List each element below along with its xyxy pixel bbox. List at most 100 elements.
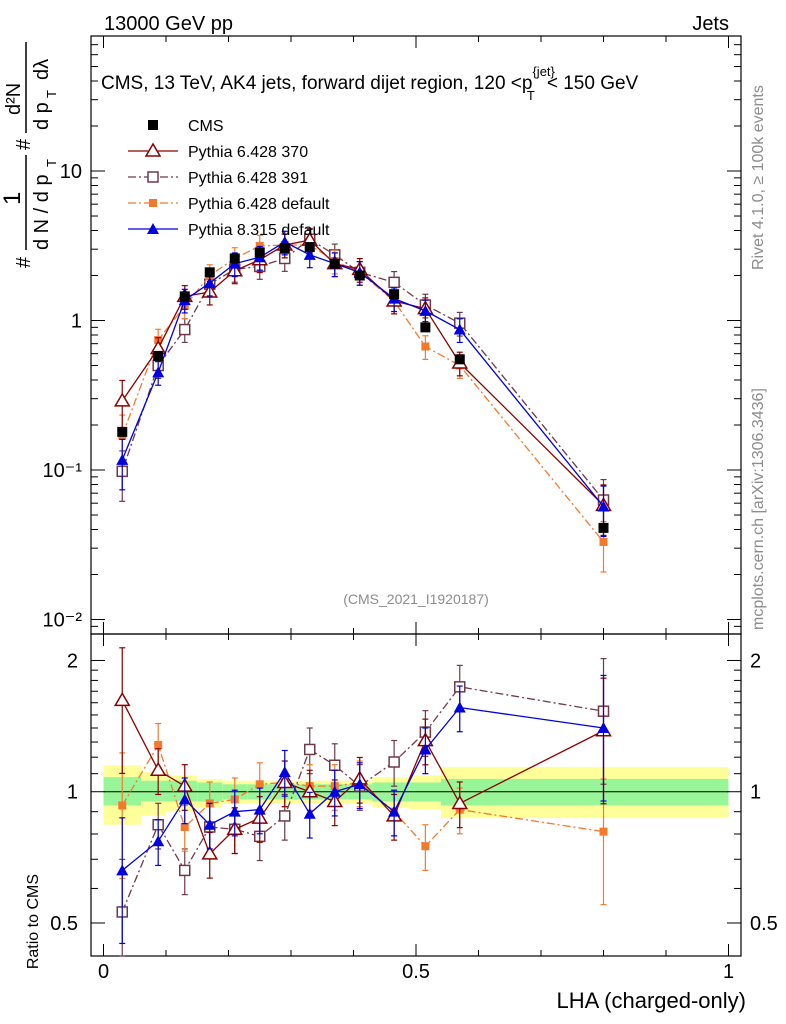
ratio-point <box>178 793 191 805</box>
series-line-3 <box>121 244 605 543</box>
y-axis-label-part: dλ <box>31 59 53 80</box>
ratio-point <box>353 778 366 790</box>
series-point <box>113 392 131 407</box>
y-axis-label: #1 d N / d p T # d²N d p Tdλ <box>0 42 59 268</box>
ratio-y-tick-label: 1 <box>67 782 78 804</box>
cms-data-point <box>229 253 240 264</box>
cms-data-point <box>153 350 164 361</box>
legend-label: CMS <box>188 118 224 135</box>
x-tick-label: 0.5 <box>402 961 430 983</box>
cms-data-point <box>598 522 609 533</box>
ratio-point <box>279 810 291 822</box>
ratio-point <box>451 794 469 810</box>
cms-data-point <box>117 426 128 437</box>
plot-title-text: CMS, 13 TeV, AK4 jets, forward dijet reg… <box>101 64 639 103</box>
ratio-point <box>597 722 610 734</box>
y-axis-label-part: d²N <box>3 83 25 115</box>
ratio-y-tick-label-right: 2 <box>750 650 761 672</box>
y-axis-label-part: 1 <box>0 192 26 205</box>
series-point <box>597 500 610 512</box>
series-point <box>203 277 216 289</box>
cms-data-point <box>204 267 215 278</box>
series-point <box>116 453 129 465</box>
ratio-point <box>453 701 466 713</box>
legend-marker <box>149 199 157 207</box>
y-axis-label-part: d N / d p <box>31 174 53 250</box>
header-left: 13000 GeV pp <box>104 13 233 35</box>
ratio-point <box>203 818 216 830</box>
y-axis-label-part: d p <box>31 102 53 130</box>
ratio-point <box>328 785 341 797</box>
series-point <box>599 537 608 546</box>
y-axis-label-part: T <box>44 90 59 98</box>
ratio-point <box>154 740 163 749</box>
ratio-plot-panel: 0 0.5 1 0.5 0.5 1 1 2 2 <box>50 633 778 983</box>
ratio-point <box>278 765 291 777</box>
ratio-point <box>253 803 266 815</box>
series-line-4 <box>121 241 605 507</box>
cms-data-point <box>254 247 265 258</box>
legend-marker <box>144 142 162 157</box>
y-tick-label: 10⁻² <box>43 610 83 632</box>
ratio-point <box>149 761 167 777</box>
cms-data-point <box>420 322 431 333</box>
uncertainty-band-inner <box>141 780 166 802</box>
series-point <box>179 323 191 336</box>
legend-label: Pythia 6.428 default <box>188 196 330 213</box>
ratio-point <box>388 756 400 768</box>
ratio-point <box>303 807 316 819</box>
y-tick-label: 10⁻¹ <box>43 460 83 482</box>
cms-data-point <box>389 289 400 300</box>
ratio-point <box>113 691 131 707</box>
ratio-point <box>599 827 608 836</box>
y-axis-label-part: T <box>44 159 59 167</box>
legend-marker <box>148 120 158 130</box>
y-tick-label: 1 <box>71 311 82 333</box>
mcplots-credit-label: mcplots.cern.ch [arXiv:1306.3436] <box>750 388 767 630</box>
ratio-point <box>421 842 430 851</box>
cms-data-point <box>329 258 340 269</box>
header-right: Jets <box>692 13 729 35</box>
x-axis-label: LHA (charged-only) <box>556 988 746 1013</box>
ratio-point <box>228 805 241 817</box>
plot-title: CMS, 13 TeV, AK4 jets, forward dijet reg… <box>101 64 639 103</box>
y-axis-label-group: #1 d N / d p T # d²N d p Tdλ <box>0 42 59 268</box>
y-axis-label-part: # <box>13 256 35 268</box>
ratio-point <box>116 864 129 876</box>
ratio-point <box>118 801 127 810</box>
series-point <box>303 248 316 260</box>
ratio-point <box>201 845 219 860</box>
ratio-point <box>304 743 316 756</box>
legend-marker <box>147 223 159 234</box>
cms-data-point <box>304 242 315 253</box>
rivet-version-label: Rivet 4.1.0, ≥ 100k events <box>750 85 767 270</box>
y-tick-label: 10 <box>60 161 82 183</box>
ratio-y-tick-label-right: 0.5 <box>750 913 778 935</box>
cms-data-point <box>454 354 465 365</box>
ratio-point <box>180 823 189 832</box>
series-point <box>419 304 432 316</box>
series-point <box>388 276 400 289</box>
ratio-point <box>255 780 264 789</box>
ratio-point <box>388 805 401 817</box>
legend: CMS Pythia 6.428 370 Pythia 6.428 391 Pythi… <box>128 118 330 239</box>
ratio-point <box>152 835 165 847</box>
series-point <box>152 366 165 378</box>
y-axis-label-part: # <box>13 138 35 150</box>
ratio-y-tick-label: 2 <box>67 650 78 672</box>
legend-label: Pythia 6.428 370 <box>188 144 308 161</box>
legend-marker <box>147 171 159 183</box>
series-point <box>421 342 430 351</box>
analysis-watermark: (CMS_2021_I1920187) <box>343 591 489 607</box>
main-plot-panel: 10⁻² 10⁻¹ 1 10 <box>43 35 742 646</box>
ratio-point <box>179 864 191 877</box>
ratio-y-tick-label: 0.5 <box>50 913 78 935</box>
cms-data-point <box>179 291 190 302</box>
ratio-axis-label: Ratio to CMS <box>25 874 42 969</box>
cms-data-point <box>279 243 290 254</box>
ratio-y-tick-label-right: 1 <box>750 782 761 804</box>
cms-data-point <box>354 270 365 281</box>
x-tick-label: 1 <box>723 961 734 983</box>
legend-label: Pythia 8.315 default <box>188 222 330 239</box>
